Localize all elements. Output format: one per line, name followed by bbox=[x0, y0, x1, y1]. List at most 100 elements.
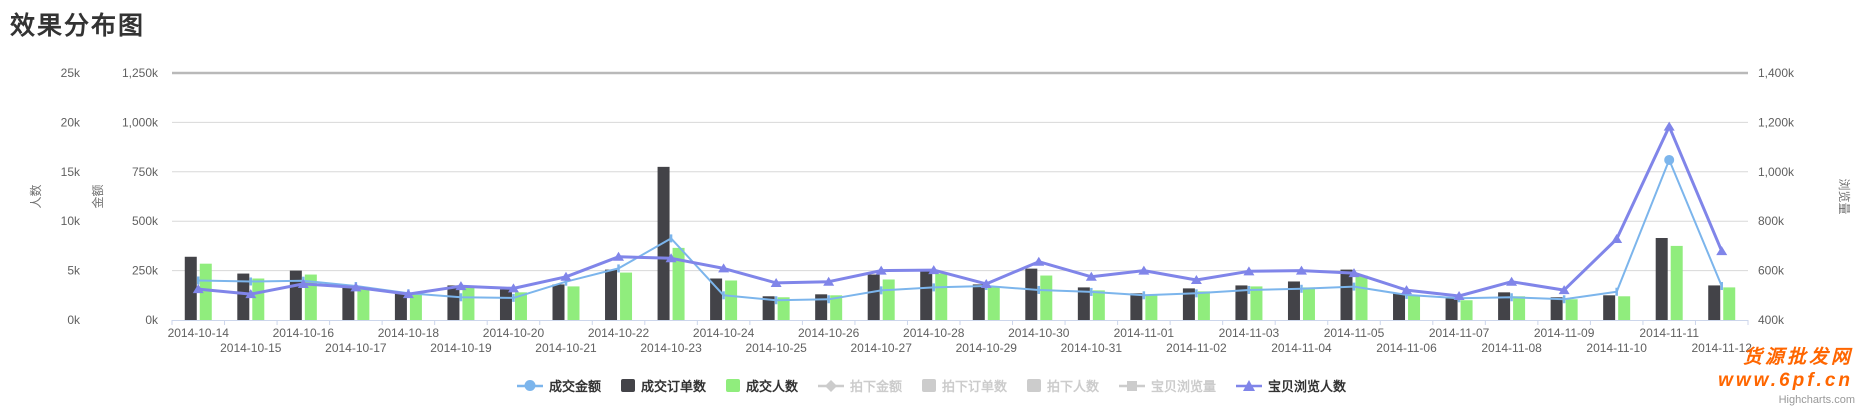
bar[interactable] bbox=[1182, 288, 1195, 320]
point-marker-tick[interactable] bbox=[512, 293, 515, 302]
point-marker-triangle[interactable] bbox=[928, 265, 940, 275]
point-marker-triangle[interactable] bbox=[770, 277, 782, 287]
point-marker-tick[interactable] bbox=[722, 291, 725, 300]
point-marker-triangle[interactable] bbox=[1558, 285, 1570, 295]
point-marker-triangle[interactable] bbox=[297, 278, 309, 288]
bar[interactable] bbox=[514, 292, 527, 320]
bar[interactable] bbox=[1655, 237, 1668, 320]
point-marker-triangle[interactable] bbox=[245, 289, 257, 299]
bar[interactable] bbox=[1197, 291, 1210, 320]
bar[interactable] bbox=[394, 293, 407, 320]
point-marker-triangle[interactable] bbox=[455, 281, 467, 291]
point-marker-tick[interactable] bbox=[879, 286, 883, 295]
legend-item-2[interactable]: 成交订单数 bbox=[620, 376, 706, 395]
bar[interactable] bbox=[710, 278, 723, 320]
bar[interactable] bbox=[815, 294, 828, 320]
legend-item-3[interactable]: 成交人数 bbox=[725, 376, 798, 395]
bar[interactable] bbox=[725, 280, 738, 320]
bar[interactable] bbox=[620, 272, 633, 320]
bar[interactable] bbox=[357, 289, 370, 320]
bar[interactable] bbox=[462, 286, 475, 320]
bar[interactable] bbox=[1250, 286, 1263, 320]
point-marker-tick[interactable] bbox=[1510, 293, 1513, 302]
point-marker-triangle[interactable] bbox=[1138, 265, 1150, 275]
point-marker-triangle[interactable] bbox=[350, 282, 362, 292]
bar[interactable] bbox=[830, 295, 843, 320]
point-marker-tick[interactable] bbox=[1300, 284, 1303, 293]
bar[interactable] bbox=[1077, 287, 1090, 320]
bar[interactable] bbox=[1513, 296, 1526, 320]
point-marker-triangle[interactable] bbox=[560, 271, 572, 281]
point-marker-tick[interactable] bbox=[617, 264, 620, 273]
bar[interactable] bbox=[1025, 268, 1038, 320]
point-marker-triangle[interactable] bbox=[1401, 285, 1413, 295]
point-marker-tick[interactable] bbox=[197, 276, 200, 285]
legend-item-4[interactable]: 拍下金额 bbox=[817, 376, 902, 395]
point-marker-tick[interactable] bbox=[1037, 285, 1041, 294]
point-marker-triangle[interactable] bbox=[402, 289, 414, 299]
bar[interactable] bbox=[1445, 298, 1458, 320]
bar[interactable] bbox=[1670, 245, 1683, 320]
bar[interactable] bbox=[567, 286, 580, 320]
point-marker-triangle[interactable] bbox=[1085, 271, 1097, 281]
point-marker-triangle[interactable] bbox=[613, 251, 625, 261]
point-marker-tick[interactable] bbox=[1352, 282, 1356, 291]
point-marker-tick[interactable] bbox=[1720, 282, 1723, 291]
bar[interactable] bbox=[289, 270, 302, 320]
point-marker-triangle[interactable] bbox=[1506, 276, 1518, 286]
bar[interactable] bbox=[1408, 295, 1421, 320]
point-marker-triangle[interactable] bbox=[1348, 268, 1360, 278]
bar[interactable] bbox=[1287, 281, 1300, 320]
point-marker-tick[interactable] bbox=[564, 277, 568, 286]
bar[interactable] bbox=[1355, 275, 1368, 320]
bar[interactable] bbox=[1145, 295, 1158, 320]
point-marker-triangle[interactable] bbox=[875, 265, 887, 275]
point-marker-tick[interactable] bbox=[1562, 295, 1566, 304]
bar[interactable] bbox=[1550, 297, 1563, 320]
point-marker-tick[interactable] bbox=[1090, 287, 1093, 296]
bar[interactable] bbox=[1723, 287, 1736, 320]
point-marker-triangle[interactable] bbox=[1663, 121, 1675, 131]
bar[interactable] bbox=[1340, 269, 1353, 320]
legend-item-8[interactable]: 宝贝浏览人数 bbox=[1236, 376, 1346, 395]
bar[interactable] bbox=[447, 285, 460, 320]
point-marker-tick[interactable] bbox=[249, 277, 253, 286]
bar[interactable] bbox=[342, 287, 355, 320]
bar[interactable] bbox=[1235, 285, 1248, 320]
bar[interactable] bbox=[867, 274, 880, 320]
bar[interactable] bbox=[1603, 295, 1616, 320]
point-marker-tick[interactable] bbox=[932, 283, 935, 292]
bar[interactable] bbox=[1393, 293, 1406, 320]
point-marker-tick[interactable] bbox=[1405, 290, 1408, 299]
bar[interactable] bbox=[1092, 290, 1105, 320]
point-marker-tick[interactable] bbox=[669, 234, 673, 243]
bar[interactable] bbox=[987, 287, 1000, 320]
bar[interactable] bbox=[1460, 300, 1473, 320]
bar[interactable] bbox=[935, 273, 948, 320]
point-marker-tick[interactable] bbox=[1615, 287, 1618, 296]
point-marker-triangle[interactable] bbox=[192, 284, 204, 294]
highcharts-credits[interactable]: Highcharts.com bbox=[1778, 394, 1855, 406]
legend-item-1[interactable]: 成交金额 bbox=[516, 376, 601, 395]
point-marker-triangle[interactable] bbox=[665, 253, 677, 263]
bar[interactable] bbox=[237, 273, 250, 320]
point-marker-triangle[interactable] bbox=[718, 263, 730, 273]
point-marker-triangle[interactable] bbox=[980, 278, 992, 288]
point-marker-tick[interactable] bbox=[459, 293, 463, 302]
bar[interactable] bbox=[199, 263, 212, 320]
bar[interactable] bbox=[1618, 296, 1631, 320]
bar[interactable] bbox=[882, 279, 895, 320]
point-marker-tick[interactable] bbox=[827, 295, 830, 304]
point-marker-triangle[interactable] bbox=[823, 276, 835, 286]
bar[interactable] bbox=[499, 289, 512, 320]
point-marker-triangle[interactable] bbox=[1243, 266, 1255, 276]
bar[interactable] bbox=[1040, 275, 1053, 320]
bar[interactable] bbox=[762, 296, 775, 320]
point-marker-tick[interactable] bbox=[1247, 285, 1251, 294]
legend-item-5[interactable]: 拍下订单数 bbox=[922, 376, 1007, 395]
bar[interactable] bbox=[252, 278, 265, 320]
point-marker-tick[interactable] bbox=[774, 296, 778, 305]
legend-item-7[interactable]: 宝贝浏览量 bbox=[1119, 376, 1216, 395]
point-marker-triangle[interactable] bbox=[1295, 265, 1307, 275]
bar[interactable] bbox=[972, 284, 985, 320]
